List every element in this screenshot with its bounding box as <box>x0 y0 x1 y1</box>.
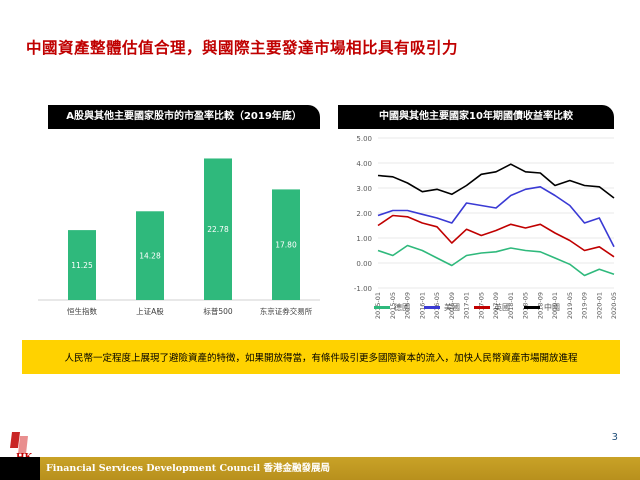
yield-x-tick-14: 2019-09 <box>581 292 589 319</box>
legend-item-uk: 英國 <box>474 302 510 313</box>
yield-series-line-2 <box>377 214 615 258</box>
yield-x-tick-3: 2016-01 <box>418 292 426 319</box>
yield-x-tick-12: 2019-01 <box>551 292 559 319</box>
yield-y-tick-1: 0.00 <box>356 260 372 268</box>
pe-bar-2 <box>204 158 232 300</box>
summary-banner-text: 人民幣一定程度上展現了避險資產的特徵，如果開放得當，有條件吸引更多國際資本的流入… <box>64 353 578 364</box>
pe-bar-0 <box>68 230 96 300</box>
yield-x-tick-5: 2016-09 <box>448 292 456 319</box>
yield-x-tick-16: 2020-05 <box>610 292 618 319</box>
yield-legend: 德國 美國 英國 中國 <box>374 302 614 313</box>
legend-label-china: 中國 <box>544 303 560 312</box>
yield-y-tick-6: 5.00 <box>356 135 372 143</box>
pe-category-3: 东京证券交易所 <box>260 306 313 316</box>
legend-swatch-china <box>524 306 540 309</box>
legend-swatch-usa <box>424 306 440 309</box>
yield-x-tick-8: 2017-09 <box>492 292 500 319</box>
summary-banner: 人民幣一定程度上展現了避險資產的特徵，如果開放得當，有條件吸引更多國際資本的流入… <box>22 340 620 374</box>
yield-y-tick-5: 4.00 <box>356 160 372 168</box>
yield-x-tick-10: 2018-05 <box>522 292 530 319</box>
footer-gold-band <box>40 457 640 480</box>
footer-text: Financial Services Development Council 香… <box>46 463 330 474</box>
yield-series-line-0 <box>377 244 615 277</box>
yield-x-tick-15: 2020-01 <box>595 292 603 319</box>
legend-item-china: 中國 <box>524 302 560 313</box>
legend-swatch-uk <box>474 306 490 309</box>
pe-chart-title: A股與其他主要國家股市的市盈率比較（2019年底） <box>48 105 320 129</box>
yield-series-line-1 <box>377 185 615 248</box>
pe-bar-1 <box>136 211 164 300</box>
pe-bar-value-1: 14.28 <box>139 252 161 261</box>
yield-x-tick-6: 2017-01 <box>463 292 471 319</box>
yield-line-chart: -1.00 0.00 1.00 2.00 3.00 4.00 5.00 2015-01 2015… <box>354 135 618 319</box>
yield-x-tick-1: 2015-05 <box>389 292 397 319</box>
yield-y-tick-4: 3.00 <box>356 185 372 193</box>
yield-series-line-3 <box>377 163 615 199</box>
page-number: 3 <box>611 432 618 443</box>
legend-label-uk: 英國 <box>494 303 510 312</box>
pe-category-1: 上证A股 <box>136 307 164 316</box>
pe-bar-value-2: 22.78 <box>207 225 229 234</box>
yield-chart-title: 中國與其他主要國家10年期國債收益率比較 <box>338 105 614 129</box>
legend-label-germany: 德國 <box>394 303 410 312</box>
pe-bar-value-3: 17.80 <box>275 241 297 250</box>
legend-item-germany: 德國 <box>374 302 410 313</box>
yield-y-tick-3: 2.00 <box>356 210 372 218</box>
pe-bar-value-0: 11.25 <box>71 261 93 270</box>
legend-swatch-germany <box>374 306 390 309</box>
pe-bar-3 <box>272 189 300 300</box>
yield-x-tick-4: 2016-05 <box>433 292 441 319</box>
pe-category-2: 标普500 <box>203 306 233 316</box>
pe-bar-chart: 11.25 恒生指数 14.28 上证A股 22.78 标普500 17.80 东京证券交易所 <box>38 158 320 316</box>
yield-x-tick-11: 2018-09 <box>536 292 544 319</box>
yield-x-tick-9: 2018-01 <box>507 292 515 319</box>
yield-x-tick-0: 2015-01 <box>374 292 382 319</box>
yield-x-tick-13: 2019-05 <box>566 292 574 319</box>
yield-x-tick-2: 2015-09 <box>404 292 412 319</box>
yield-y-tick-2: 1.00 <box>356 235 372 243</box>
pe-category-0: 恒生指数 <box>67 306 97 316</box>
legend-label-usa: 美國 <box>444 303 460 312</box>
legend-item-usa: 美國 <box>424 302 460 313</box>
yield-y-tick-0: -1.00 <box>354 285 372 293</box>
yield-x-tick-7: 2017-05 <box>477 292 485 319</box>
slide-title: 中國資產整體估值合理，與國際主要發達市場相比具有吸引力 <box>26 39 459 57</box>
